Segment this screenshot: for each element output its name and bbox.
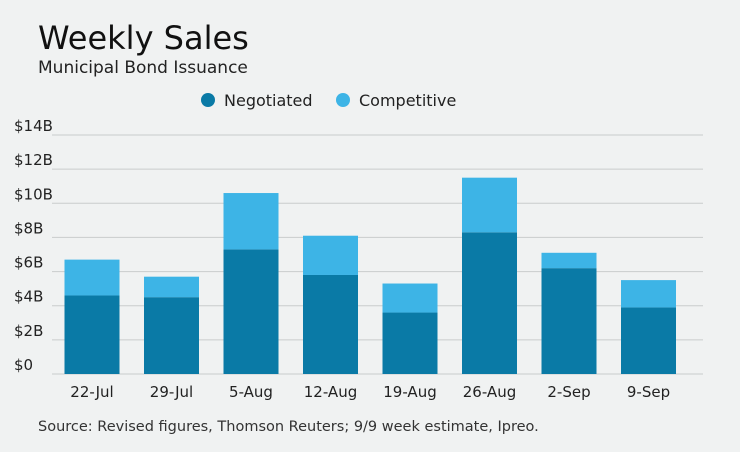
y-tick-label: $2B	[14, 322, 43, 340]
x-tick-label: 26-Aug	[463, 383, 516, 401]
y-tick-label: $12B	[14, 151, 53, 169]
bar-negotiated-5-aug	[223, 249, 279, 374]
x-tick-label: 5-Aug	[229, 383, 273, 401]
bar-negotiated-19-aug	[382, 312, 438, 374]
y-tick-label: $4B	[14, 288, 43, 306]
x-tick-label: 19-Aug	[383, 383, 436, 401]
bar-competitive-5-aug	[223, 193, 279, 250]
bar-competitive-19-aug	[382, 283, 438, 313]
legend-label-competitive: Competitive	[359, 91, 456, 110]
legend-label-negotiated: Negotiated	[224, 91, 313, 110]
bar-negotiated-9-sep	[621, 307, 676, 374]
bar-negotiated-22-jul	[64, 295, 120, 374]
y-tick-label: $8B	[14, 219, 43, 237]
bar-competitive-22-jul	[64, 259, 120, 296]
bars	[64, 177, 676, 374]
chart-subtitle: Municipal Bond Issuance	[38, 58, 248, 78]
bar-competitive-2-sep	[541, 252, 597, 269]
bar-competitive-29-jul	[144, 276, 199, 298]
legend-swatch-negotiated	[201, 93, 215, 107]
x-tick-label: 22-Jul	[70, 383, 113, 401]
x-axis-ticks: 22-Jul 29-Jul 5-Aug 12-Aug 19-Aug 26-Aug 2-Sep…	[70, 383, 670, 401]
chart-title: Weekly Sales	[38, 19, 249, 57]
bar-negotiated-26-aug	[462, 232, 517, 374]
bar-competitive-26-aug	[462, 177, 517, 233]
legend: Negotiated Competitive	[201, 91, 456, 110]
bar-competitive-12-aug	[303, 235, 358, 275]
y-axis-ticks: $0 $2B $4B $6B $8B $10B $12B $14B	[14, 117, 53, 374]
legend-swatch-competitive	[336, 93, 350, 107]
x-tick-label: 29-Jul	[150, 383, 193, 401]
x-tick-label: 12-Aug	[304, 383, 357, 401]
bar-competitive-9-sep	[621, 280, 676, 308]
x-tick-label: 9-Sep	[627, 383, 670, 401]
y-tick-label: $6B	[14, 254, 43, 272]
bar-negotiated-12-aug	[303, 274, 358, 374]
y-tick-label: $10B	[14, 185, 53, 203]
source-note: Source: Revised figures, Thomson Reuters…	[38, 419, 539, 435]
bar-negotiated-2-sep	[541, 268, 597, 374]
y-tick-label: $0	[14, 356, 33, 374]
y-tick-label: $14B	[14, 117, 53, 135]
x-tick-label: 2-Sep	[547, 383, 590, 401]
bar-negotiated-29-jul	[144, 297, 199, 374]
